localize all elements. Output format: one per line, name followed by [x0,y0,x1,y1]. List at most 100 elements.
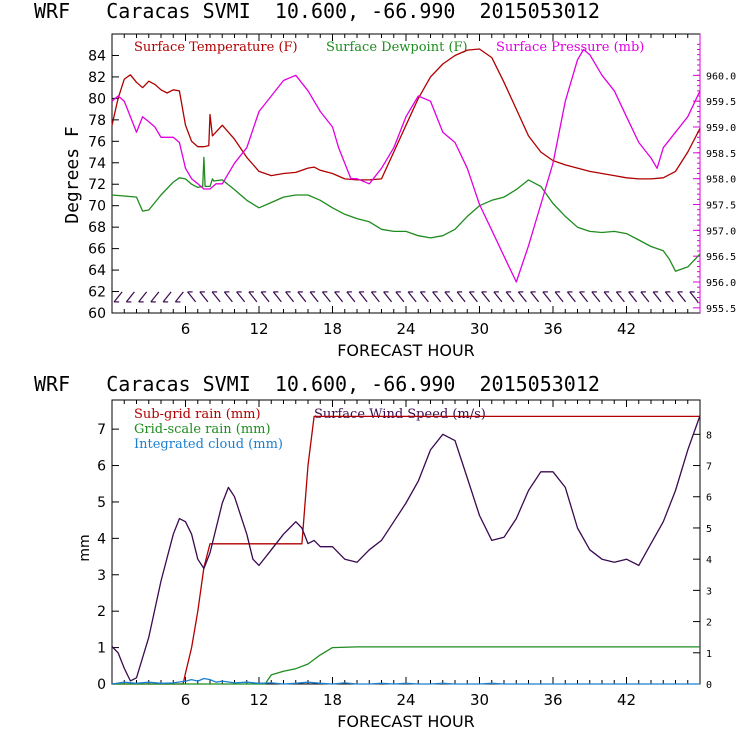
wind-barb [505,291,515,303]
wind-barb [138,291,148,303]
panel-1-x-tick-label: 24 [396,691,415,709]
wind-barb [358,291,368,303]
panel-0-x-tick-label: 24 [396,320,415,338]
panel-0-y-tick-label: 82 [88,70,106,86]
bottom-panel-xlabel: FORECAST HOUR [337,712,475,731]
wind-barb [260,291,270,303]
bottom-panel-ylabel: mm [77,534,93,561]
wind-barb [468,291,478,303]
wind-barb [346,291,356,303]
wind-barb [456,291,466,303]
wind-barb [236,291,246,303]
wind-barb [554,291,564,303]
panel-0-y-tick-label: 76 [88,134,106,150]
panel-1-y2-tick-label: 3 [706,586,712,597]
series-line-surface-wind-speed-m-s [111,415,701,682]
series-line-surface-temperature-f [111,48,701,181]
panel-1-y-tick-label: 3 [97,568,106,584]
panel-0-y-tick-label: 70 [88,199,106,215]
top-panel-xlabel: FORECAST HOUR [337,341,475,360]
legend-integrated-cloud: Integrated cloud (mm) [134,437,283,452]
panel-0-x-tick-label: 42 [617,320,636,338]
panel-0-x-tick-label: 12 [249,320,268,338]
wind-barb [603,291,613,303]
panel-1-x-tick-label: 18 [323,691,342,709]
panel-1-y-tick-label: 7 [97,422,106,438]
panel-0-y2-tick-label: 956.0 [706,278,736,289]
panel-0-y2-tick-label: 959.5 [706,97,736,108]
legend-pressure: Surface Pressure (mb) [496,40,644,55]
panel-0-y2-tick-label: 958.5 [706,149,736,160]
panel-0-y2-tick-label: 957.5 [706,201,736,212]
panel-1-x-tick-label: 6 [181,691,191,709]
wind-barb [493,291,503,303]
series-line-surface-dewpoint-f [111,156,701,272]
panel-0-y2-tick-label: 960.0 [706,71,736,82]
legend-dewpoint: Surface Dewpoint (F) [326,40,468,55]
panel-0-x-tick-label: 18 [323,320,342,338]
panel-0-y-tick-label: 74 [88,156,106,172]
wind-barb [530,291,540,303]
wind-barb [297,291,307,303]
panel-0-y-tick-label: 78 [88,113,106,129]
panel-1-y2-tick-label: 1 [706,649,712,660]
wind-barb [566,291,576,303]
wind-barb [199,291,209,303]
series-line-grid-scale-rain-mm [112,646,700,685]
wind-barb [113,291,123,303]
panel-1-y2-tick-label: 7 [706,462,712,473]
panel-0-y-tick-label: 64 [88,263,106,279]
panel-0-y-tick-label: 84 [88,48,106,64]
wind-barb [211,291,221,303]
wind-barb [309,291,319,303]
panel-1-x-tick-label: 30 [470,691,489,709]
top-panel-header: WRF Caracas SVMI 10.600, -66.990 2015053… [34,0,600,23]
panel-0-y-tick-label: 72 [88,177,106,193]
panel-0-x-tick-label: 6 [181,320,191,338]
wind-barb [591,291,601,303]
panel-0-y-tick-label: 60 [88,306,106,322]
panel-0-y-tick-label: 66 [88,242,106,258]
wind-barb [395,291,405,303]
panel-1-y2-tick-label: 2 [706,618,712,629]
wind-barb [664,291,674,303]
legend-temperature: Surface Temperature (F) [134,40,298,55]
panel-1-y-tick-label: 5 [97,495,106,511]
panel-0-frame [111,33,701,314]
bottom-panel-header: WRF Caracas SVMI 10.600, -66.990 2015053… [34,372,600,396]
wind-barb [419,291,429,303]
wind-barb [407,291,417,303]
wind-barb [334,291,344,303]
wind-barb [248,291,258,303]
panel-0-y2-tick-label: 956.5 [706,252,736,263]
wind-barb [272,291,282,303]
wind-barb [652,291,662,303]
panel-0-y-tick-label: 80 [88,91,106,107]
series-line-surface-pressure-mb [111,48,701,283]
panel-0-x-tick-label: 36 [543,320,562,338]
wind-barb [677,291,687,303]
panel-1-y-tick-label: 0 [97,677,106,693]
panel-1-x-tick-label: 42 [617,691,636,709]
panel-0-y-tick-label: 62 [88,285,106,301]
panel-1-y2-tick-label: 5 [706,524,712,535]
panel-1-y-tick-label: 4 [97,531,106,547]
wind-barb [125,291,135,303]
wind-barb [444,291,454,303]
panel-1-y2-tick-label: 0 [706,680,712,691]
panel-1-y2-tick-label: 4 [706,555,712,566]
panel-1-y-tick-label: 2 [97,604,106,620]
wind-barb [321,291,331,303]
panel-0-x-tick-label: 30 [470,320,489,338]
wind-barb [640,291,650,303]
wind-barb [162,291,172,303]
wind-barb [628,291,638,303]
wind-barb [542,291,552,303]
wind-barb [481,291,491,303]
panel-1-y2-tick-label: 8 [706,430,712,441]
legend-subgrid-rain: Sub-grid rain (mm) [134,407,261,422]
wind-barb [615,291,625,303]
wind-barb [579,291,589,303]
panel-1-y2-tick-label: 6 [706,493,712,504]
